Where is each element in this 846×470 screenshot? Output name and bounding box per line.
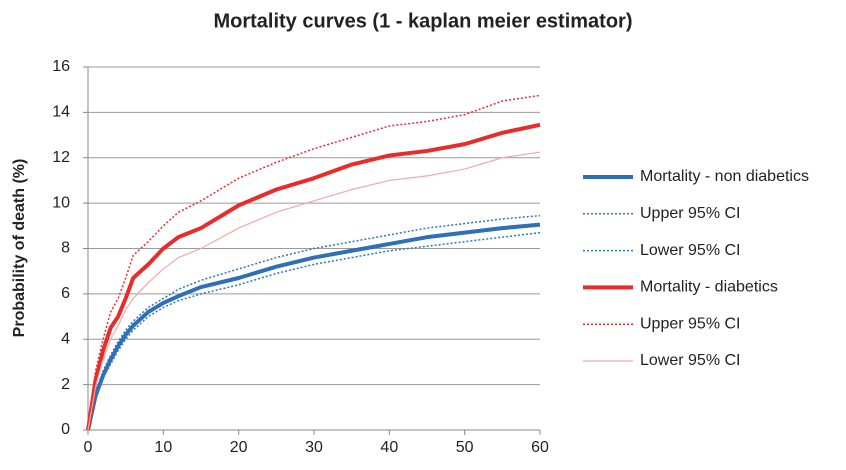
x-tick-label: 50 — [456, 439, 474, 456]
series-line — [87, 214, 541, 431]
legend-label: Mortality - diabetics — [640, 279, 778, 296]
legend-label: Lower 95% CI — [640, 242, 741, 259]
y-tick-label: 4 — [61, 330, 70, 347]
legend-label: Upper 95% CI — [640, 315, 741, 332]
y-tick-label: 2 — [61, 376, 70, 393]
y-axis-label: Probability of death (%) — [11, 159, 28, 338]
x-tick-label: 10 — [154, 439, 172, 456]
x-tick-label: 0 — [84, 439, 93, 456]
x-tick-label: 30 — [305, 439, 323, 456]
y-tick-label: 12 — [52, 149, 70, 166]
series-line — [86, 222, 541, 431]
y-tick-label: 6 — [61, 285, 70, 302]
x-tick-label: 40 — [380, 439, 398, 456]
y-tick-label: 8 — [61, 240, 70, 257]
y-tick-label: 0 — [61, 421, 70, 438]
chart-title: Mortality curves (1 - kaplan meier estim… — [213, 10, 632, 32]
series-line — [87, 231, 541, 431]
series-line — [87, 94, 541, 431]
legend-label: Upper 95% CI — [640, 205, 741, 222]
y-tick-label: 16 — [52, 58, 70, 75]
y-tick-label: 14 — [52, 104, 70, 121]
legend-label: Lower 95% CI — [640, 352, 741, 369]
y-tick-label: 10 — [52, 194, 70, 211]
series-line — [87, 151, 541, 431]
series-line — [86, 122, 541, 431]
x-tick-label: 60 — [531, 439, 549, 456]
x-tick-label: 20 — [230, 439, 248, 456]
legend-label: Mortality - non diabetics — [640, 168, 809, 185]
